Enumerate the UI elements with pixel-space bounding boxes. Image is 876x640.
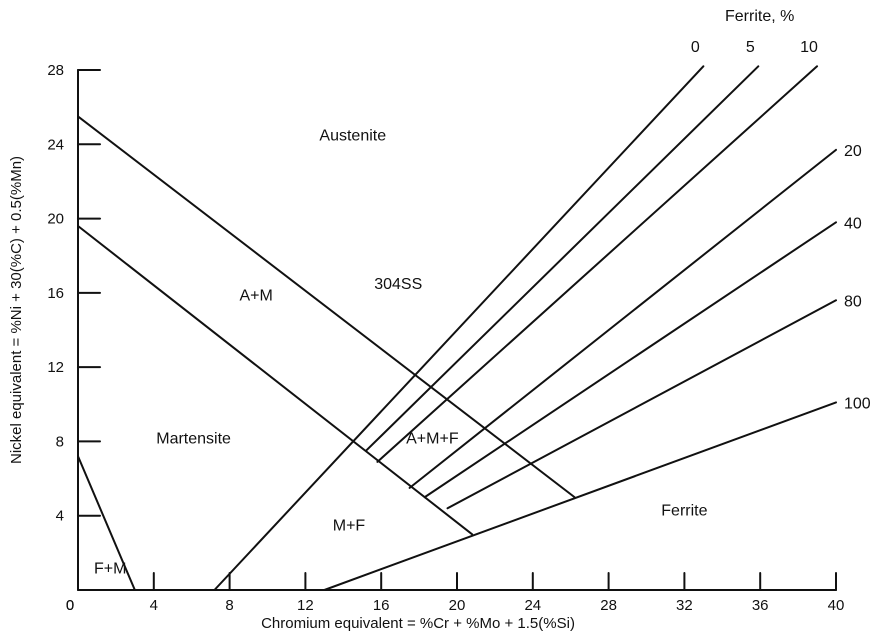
chart-labels: Chromium equivalent = %Cr + %Mo + 1.5(%S… <box>8 8 871 632</box>
y-axis-title: Nickel equivalent = %Ni + 30(%C) + 0.5(%… <box>8 156 25 464</box>
austenite-boundary-line <box>77 115 576 499</box>
region-label: Ferrite <box>661 503 707 520</box>
x-axis-title: Chromium equivalent = %Cr + %Mo + 1.5(%S… <box>261 615 575 632</box>
ferrite-80-label: 80 <box>844 293 862 310</box>
ferrite-10-line <box>376 65 819 463</box>
ferrite-5-line <box>365 65 760 452</box>
region-label: A+M <box>239 287 272 304</box>
region-label: F+M <box>94 560 126 577</box>
x-tick-label: 28 <box>600 597 617 614</box>
y-tick-label: 20 <box>47 211 64 228</box>
x-tick-label: 4 <box>150 597 158 614</box>
ferrite-5-label: 5 <box>746 39 755 56</box>
x-tick-label: 32 <box>676 597 693 614</box>
x-tick-label: 24 <box>524 597 541 614</box>
y-origin-tick-label: 0 <box>66 597 74 614</box>
y-tick-label: 24 <box>47 136 64 153</box>
x-tick-label: 16 <box>373 597 390 614</box>
y-tick-label: 8 <box>56 433 64 450</box>
ferrite-20-label: 20 <box>844 143 862 160</box>
fm-boundary-line <box>77 455 136 591</box>
region-label: Martensite <box>156 430 231 447</box>
ferrite-40-line <box>423 221 837 499</box>
ferrite-10-label: 10 <box>800 39 818 56</box>
ferrite-40-label: 40 <box>844 215 862 232</box>
x-tick-label: 0 <box>66 597 74 614</box>
ferrite-0-label: 0 <box>691 39 700 56</box>
martensite-boundary-line <box>77 225 474 536</box>
region-label: Austenite <box>319 128 386 145</box>
x-tick-label: 8 <box>225 597 233 614</box>
region-label: M+F <box>333 518 366 535</box>
y-tick-label: 4 <box>56 508 64 525</box>
axes <box>77 69 837 591</box>
x-tick-label: 40 <box>828 597 845 614</box>
y-tick-label: 12 <box>47 359 64 376</box>
x-tick-label: 36 <box>752 597 769 614</box>
ferrite-20-line <box>408 148 837 489</box>
y-tick-label: 16 <box>47 285 64 302</box>
ferrite-100-label: 100 <box>844 395 871 412</box>
y-tick-label: 28 <box>47 62 64 79</box>
ferrite-percent-header: Ferrite, % <box>725 8 794 25</box>
x-tick-label: 20 <box>449 597 466 614</box>
ferrite-100-line <box>323 401 837 591</box>
ferrite-0-line <box>213 65 705 591</box>
region-label: A+M+F <box>406 430 459 447</box>
region-label: 304SS <box>374 276 422 293</box>
ferrite-80-line <box>446 299 837 510</box>
x-tick-label: 12 <box>297 597 314 614</box>
plot-lines <box>77 65 837 591</box>
